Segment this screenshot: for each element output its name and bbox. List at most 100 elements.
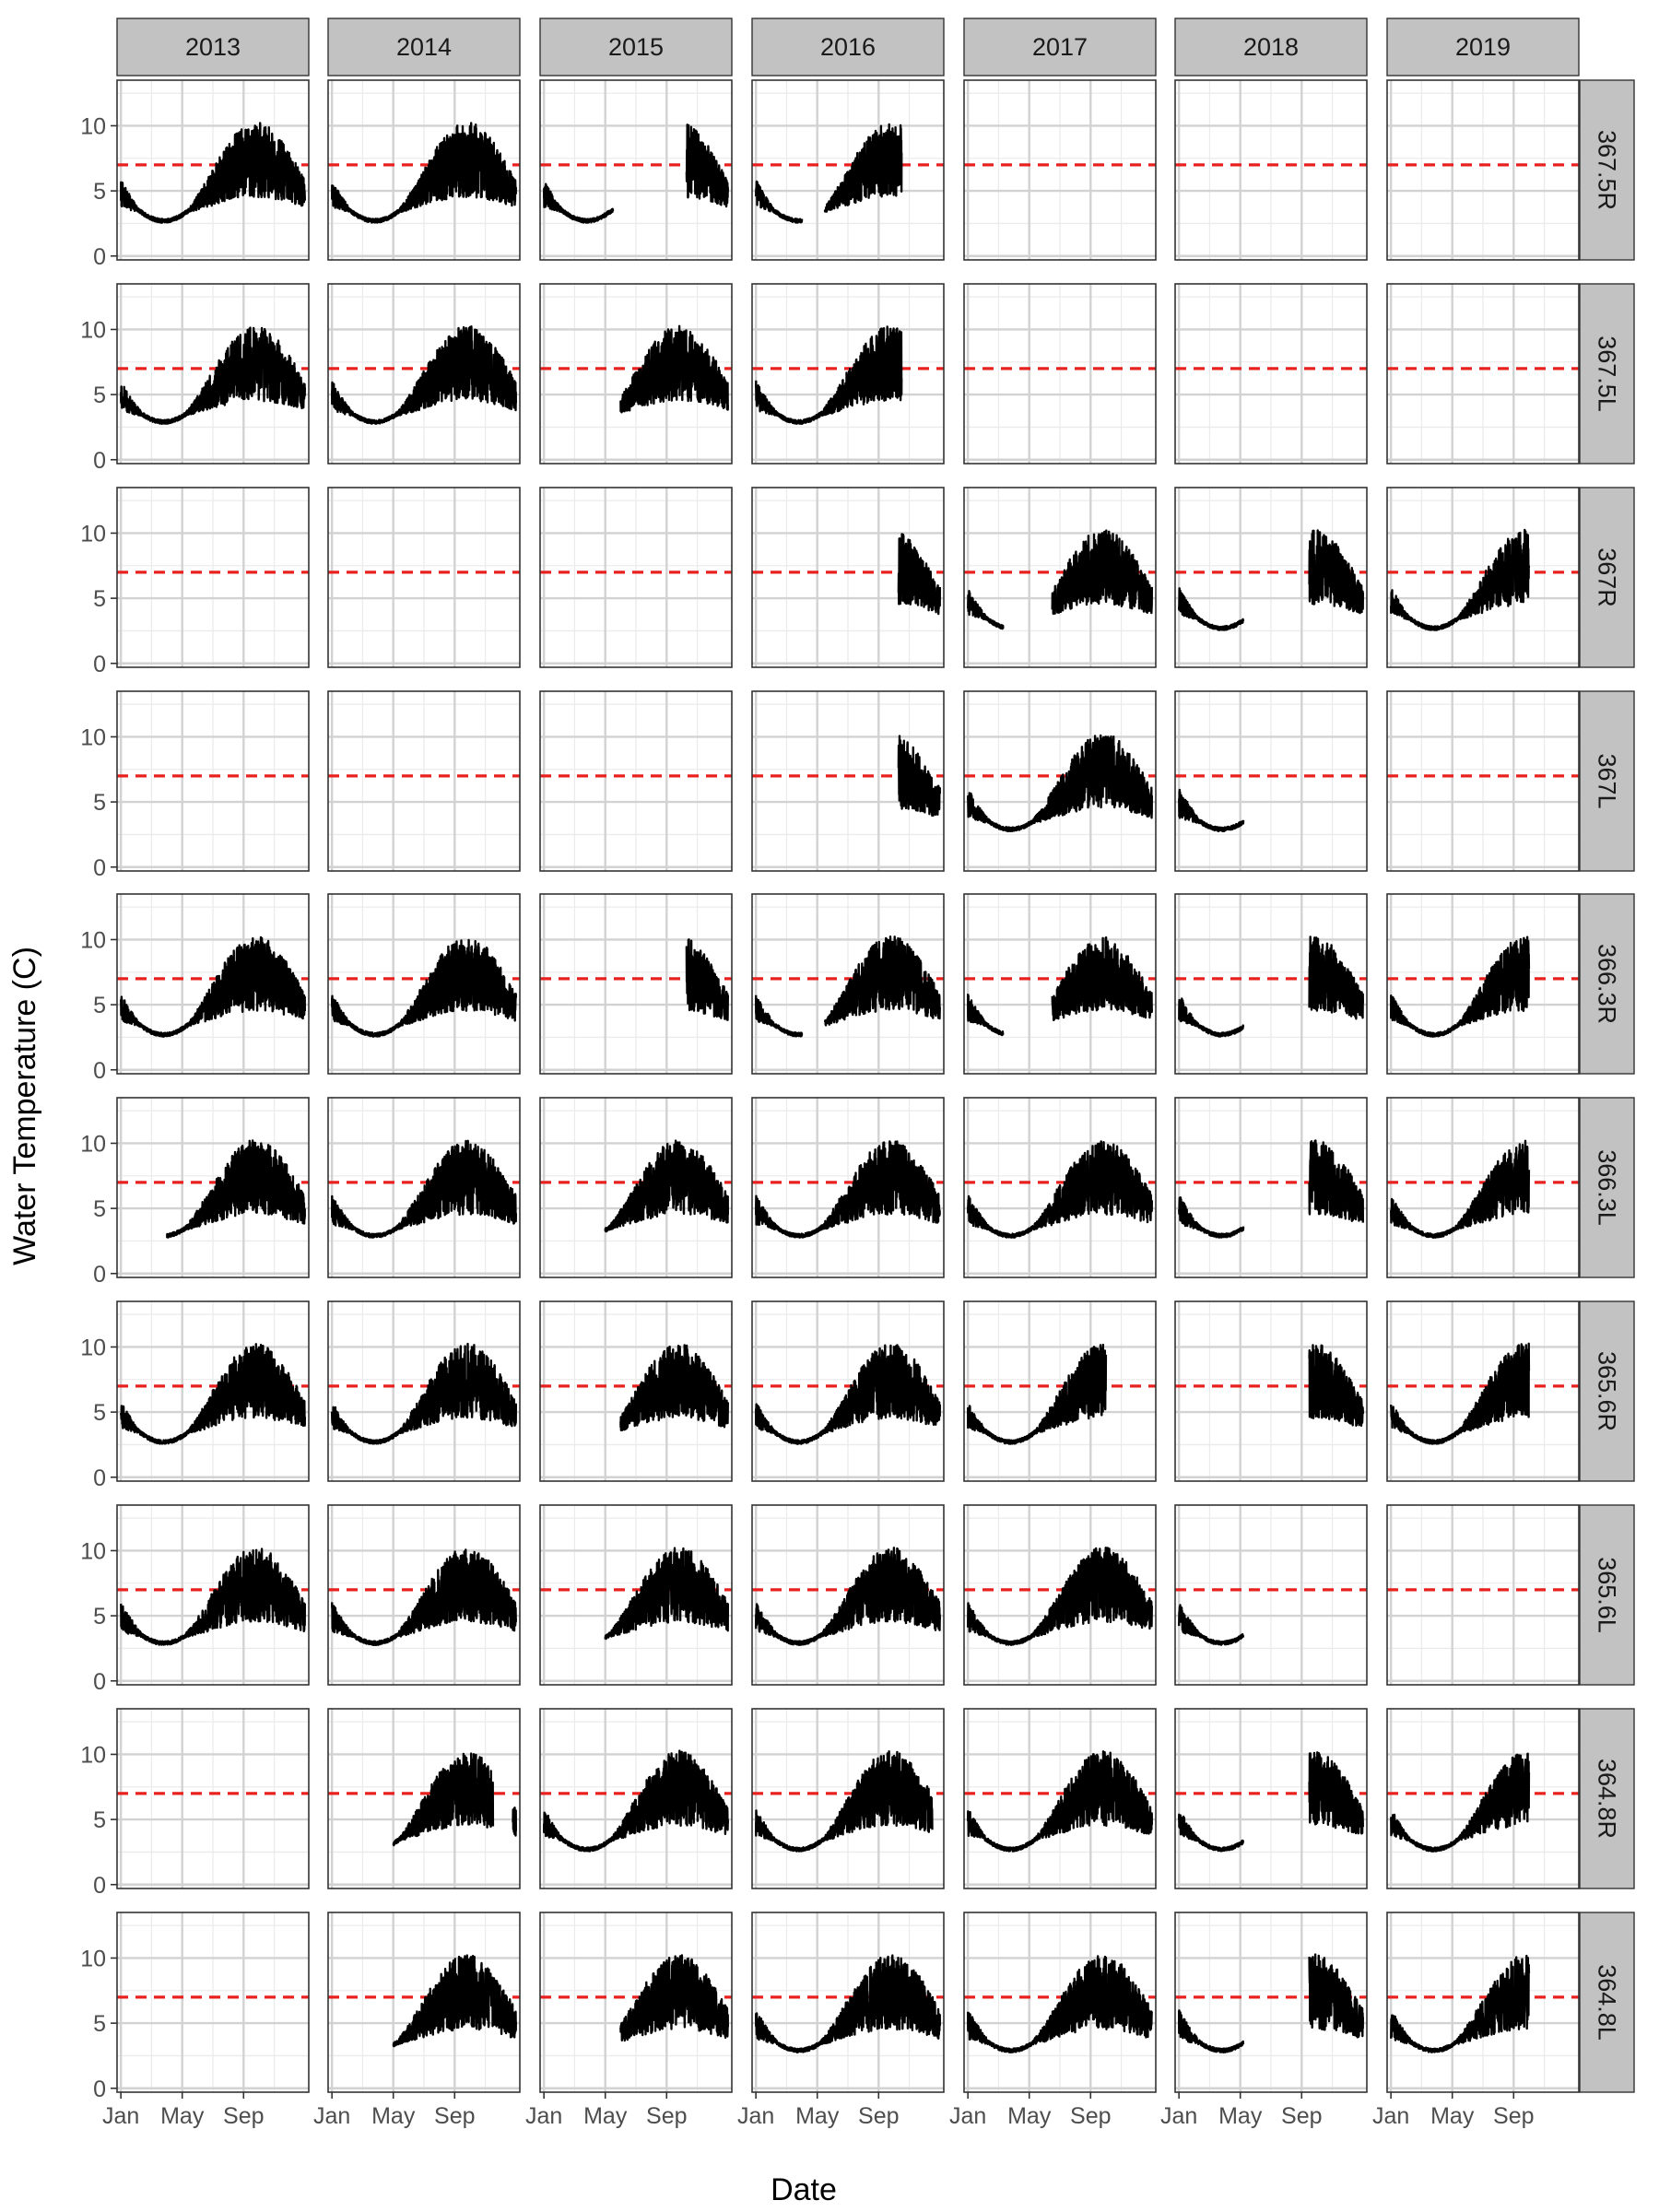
panel (1386, 1097, 1580, 1278)
temperature-series (392, 1954, 517, 2048)
panel (1386, 893, 1580, 1075)
panel (1386, 283, 1580, 465)
panel-border (327, 893, 521, 1075)
x-tick-label: May (583, 2103, 628, 2129)
panel (751, 1912, 945, 2093)
temperature-series (967, 1547, 1153, 1646)
panel-border (1386, 487, 1580, 668)
y-tick-label: 10 (80, 521, 106, 547)
panel-border (963, 1912, 1157, 2093)
column-strip-label: 2018 (1243, 33, 1299, 61)
temperature-series (967, 1750, 1153, 1853)
temperature-series (755, 1140, 941, 1239)
panel-border (1174, 1504, 1368, 1686)
column-strip-label: 2015 (608, 33, 664, 61)
panel-border (539, 893, 733, 1075)
temperature-series (1390, 1342, 1531, 1445)
temperature-series (619, 324, 729, 414)
y-tick-label: 0 (93, 1465, 106, 1491)
panel-border (539, 1708, 733, 1889)
temperature-series (120, 935, 306, 1038)
temperature-series (1178, 2009, 1245, 2053)
temperature-series (1308, 1953, 1364, 2039)
panel-border (116, 283, 310, 465)
panel-border (1386, 1912, 1580, 2093)
x-axes: Jan May Sep Jan May Sep Jan May Sep Jan May Sep Jan M… (102, 2092, 1535, 2129)
panel (1174, 1708, 1368, 1889)
temperature-series (1308, 529, 1364, 615)
panel (751, 487, 945, 668)
temperature-series (1308, 935, 1364, 1020)
temperature-series (1390, 1139, 1531, 1239)
temperature-series (755, 1750, 934, 1853)
panel (539, 1300, 733, 1482)
row-strip-label: 367R (1594, 547, 1621, 607)
x-tick-label: Jan (1372, 2103, 1409, 2129)
temperature-series (897, 533, 941, 616)
row-strip-bg (1579, 1912, 1635, 2093)
panel (327, 893, 521, 1075)
x-tick-label: May (160, 2103, 205, 2129)
panel (116, 283, 310, 465)
row-strip-label: 367.5L (1594, 335, 1621, 412)
panel (751, 283, 945, 465)
panel-border (751, 1708, 945, 1889)
panel (327, 1912, 521, 2093)
y-tick-label: 0 (93, 1873, 106, 1899)
panel-border (116, 1708, 310, 1889)
temperature-series (1390, 528, 1531, 631)
temperature-series (1178, 1196, 1245, 1239)
panel (116, 690, 310, 872)
x-tick-label: Sep (1070, 2103, 1111, 2129)
panel (1174, 1504, 1368, 1686)
panel-border (539, 283, 733, 465)
panel (751, 1708, 945, 1889)
temperature-series (1178, 1813, 1245, 1853)
panel (1174, 1300, 1368, 1482)
panel (327, 1300, 521, 1482)
panels (116, 79, 1580, 2093)
panel-border (963, 1097, 1157, 1278)
panel-border (1174, 893, 1368, 1075)
temperature-series (967, 1955, 1153, 2053)
temperature-series (967, 1140, 1153, 1239)
panel (1174, 893, 1368, 1075)
temperature-series (331, 1342, 517, 1445)
panel (116, 1912, 310, 2093)
panel (963, 690, 1157, 872)
y-tick-label: 0 (93, 855, 106, 881)
row-strip-label: 365.6R (1594, 1351, 1621, 1431)
panel (963, 283, 1157, 465)
x-tick-label: Sep (646, 2103, 687, 2129)
panel-border (1174, 1300, 1368, 1482)
y-tick-label: 5 (93, 1604, 106, 1630)
y-tick-label: 10 (80, 1946, 106, 1971)
panel (751, 1504, 945, 1686)
temperature-series (1308, 1751, 1364, 1835)
row-strip-bg (1579, 1708, 1635, 1889)
x-tick-label: Jan (102, 2103, 139, 2129)
panel (539, 1708, 733, 1889)
y-tick-label: 10 (80, 1538, 106, 1564)
panel-border (751, 283, 945, 465)
panel (963, 1504, 1157, 1686)
panel (1386, 690, 1580, 872)
temperature-series (1051, 935, 1153, 1021)
temperature-series (120, 1547, 306, 1646)
y-tick-label: 10 (80, 724, 106, 750)
temperature-series (619, 1344, 729, 1431)
temperature-series (823, 935, 941, 1027)
x-tick-label: May (1218, 2103, 1263, 2129)
row-strip-label: 365.6L (1594, 1557, 1621, 1633)
temperature-series (1051, 529, 1153, 616)
temperature-series (604, 1139, 729, 1233)
panel-border (963, 487, 1157, 668)
row-strip-label: 366.3L (1594, 1149, 1621, 1226)
y-axis-title: Water Temperature (C) (7, 947, 42, 1265)
x-tick-label: Jan (737, 2103, 774, 2129)
panel (1174, 1912, 1368, 2093)
y-tick-label: 0 (93, 448, 106, 474)
column-strip-label: 2019 (1455, 33, 1511, 61)
panel-border (963, 1504, 1157, 1686)
y-tick-label: 5 (93, 586, 106, 612)
